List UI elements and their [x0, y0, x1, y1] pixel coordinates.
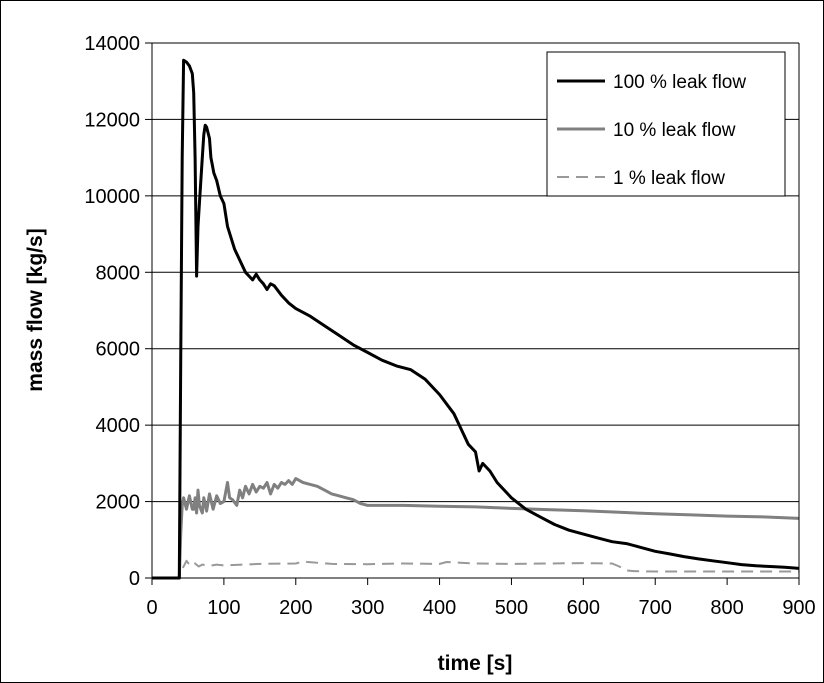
legend-label-10: 10 % leak flow	[613, 120, 736, 141]
x-tick-label: 900	[782, 597, 815, 619]
x-tick-label: 200	[279, 597, 312, 619]
legend-box	[546, 51, 786, 197]
y-tick-label: 12000	[84, 109, 140, 131]
x-tick-label: 100	[207, 597, 240, 619]
y-tick-label: 0	[129, 568, 140, 590]
series-line-1pct	[152, 559, 799, 579]
y-axis-title: mass flow [kg/s]	[24, 228, 47, 391]
x-tick-label: 0	[146, 597, 157, 619]
x-tick-labels: 0 100 200 300 400 500 600 700 800 900	[146, 597, 815, 619]
x-tick-label: 300	[351, 597, 384, 619]
y-tick-label: 6000	[96, 339, 141, 361]
y-tick-label: 10000	[84, 186, 140, 208]
x-tick-label: 500	[495, 597, 528, 619]
y-tick-label: 4000	[96, 415, 141, 437]
y-tick-label: 2000	[96, 492, 141, 514]
series-lines	[152, 58, 800, 580]
y-tick-label: 14000	[84, 33, 140, 55]
series-line-100pct	[152, 58, 800, 580]
x-tick-label: 600	[567, 597, 600, 619]
legend-label-1: 1 % leak flow	[613, 168, 725, 189]
x-axis-title: time [s]	[438, 652, 513, 675]
legend: 100 % leak flow 10 % leak flow 1 % leak …	[546, 51, 786, 197]
y-tick-labels: 0 2000 4000 6000 8000 10000 12000 14000	[84, 33, 140, 590]
series-line-10pct	[152, 477, 800, 580]
legend-label-100: 100 % leak flow	[613, 72, 746, 93]
axes	[145, 42, 800, 585]
x-tick-label: 800	[710, 597, 743, 619]
y-tick-label: 8000	[96, 262, 141, 284]
x-tick-label: 700	[639, 597, 672, 619]
x-tick-label: 400	[423, 597, 456, 619]
